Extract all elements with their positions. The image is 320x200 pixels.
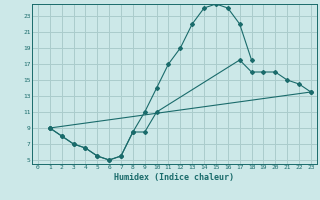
X-axis label: Humidex (Indice chaleur): Humidex (Indice chaleur) (115, 173, 234, 182)
